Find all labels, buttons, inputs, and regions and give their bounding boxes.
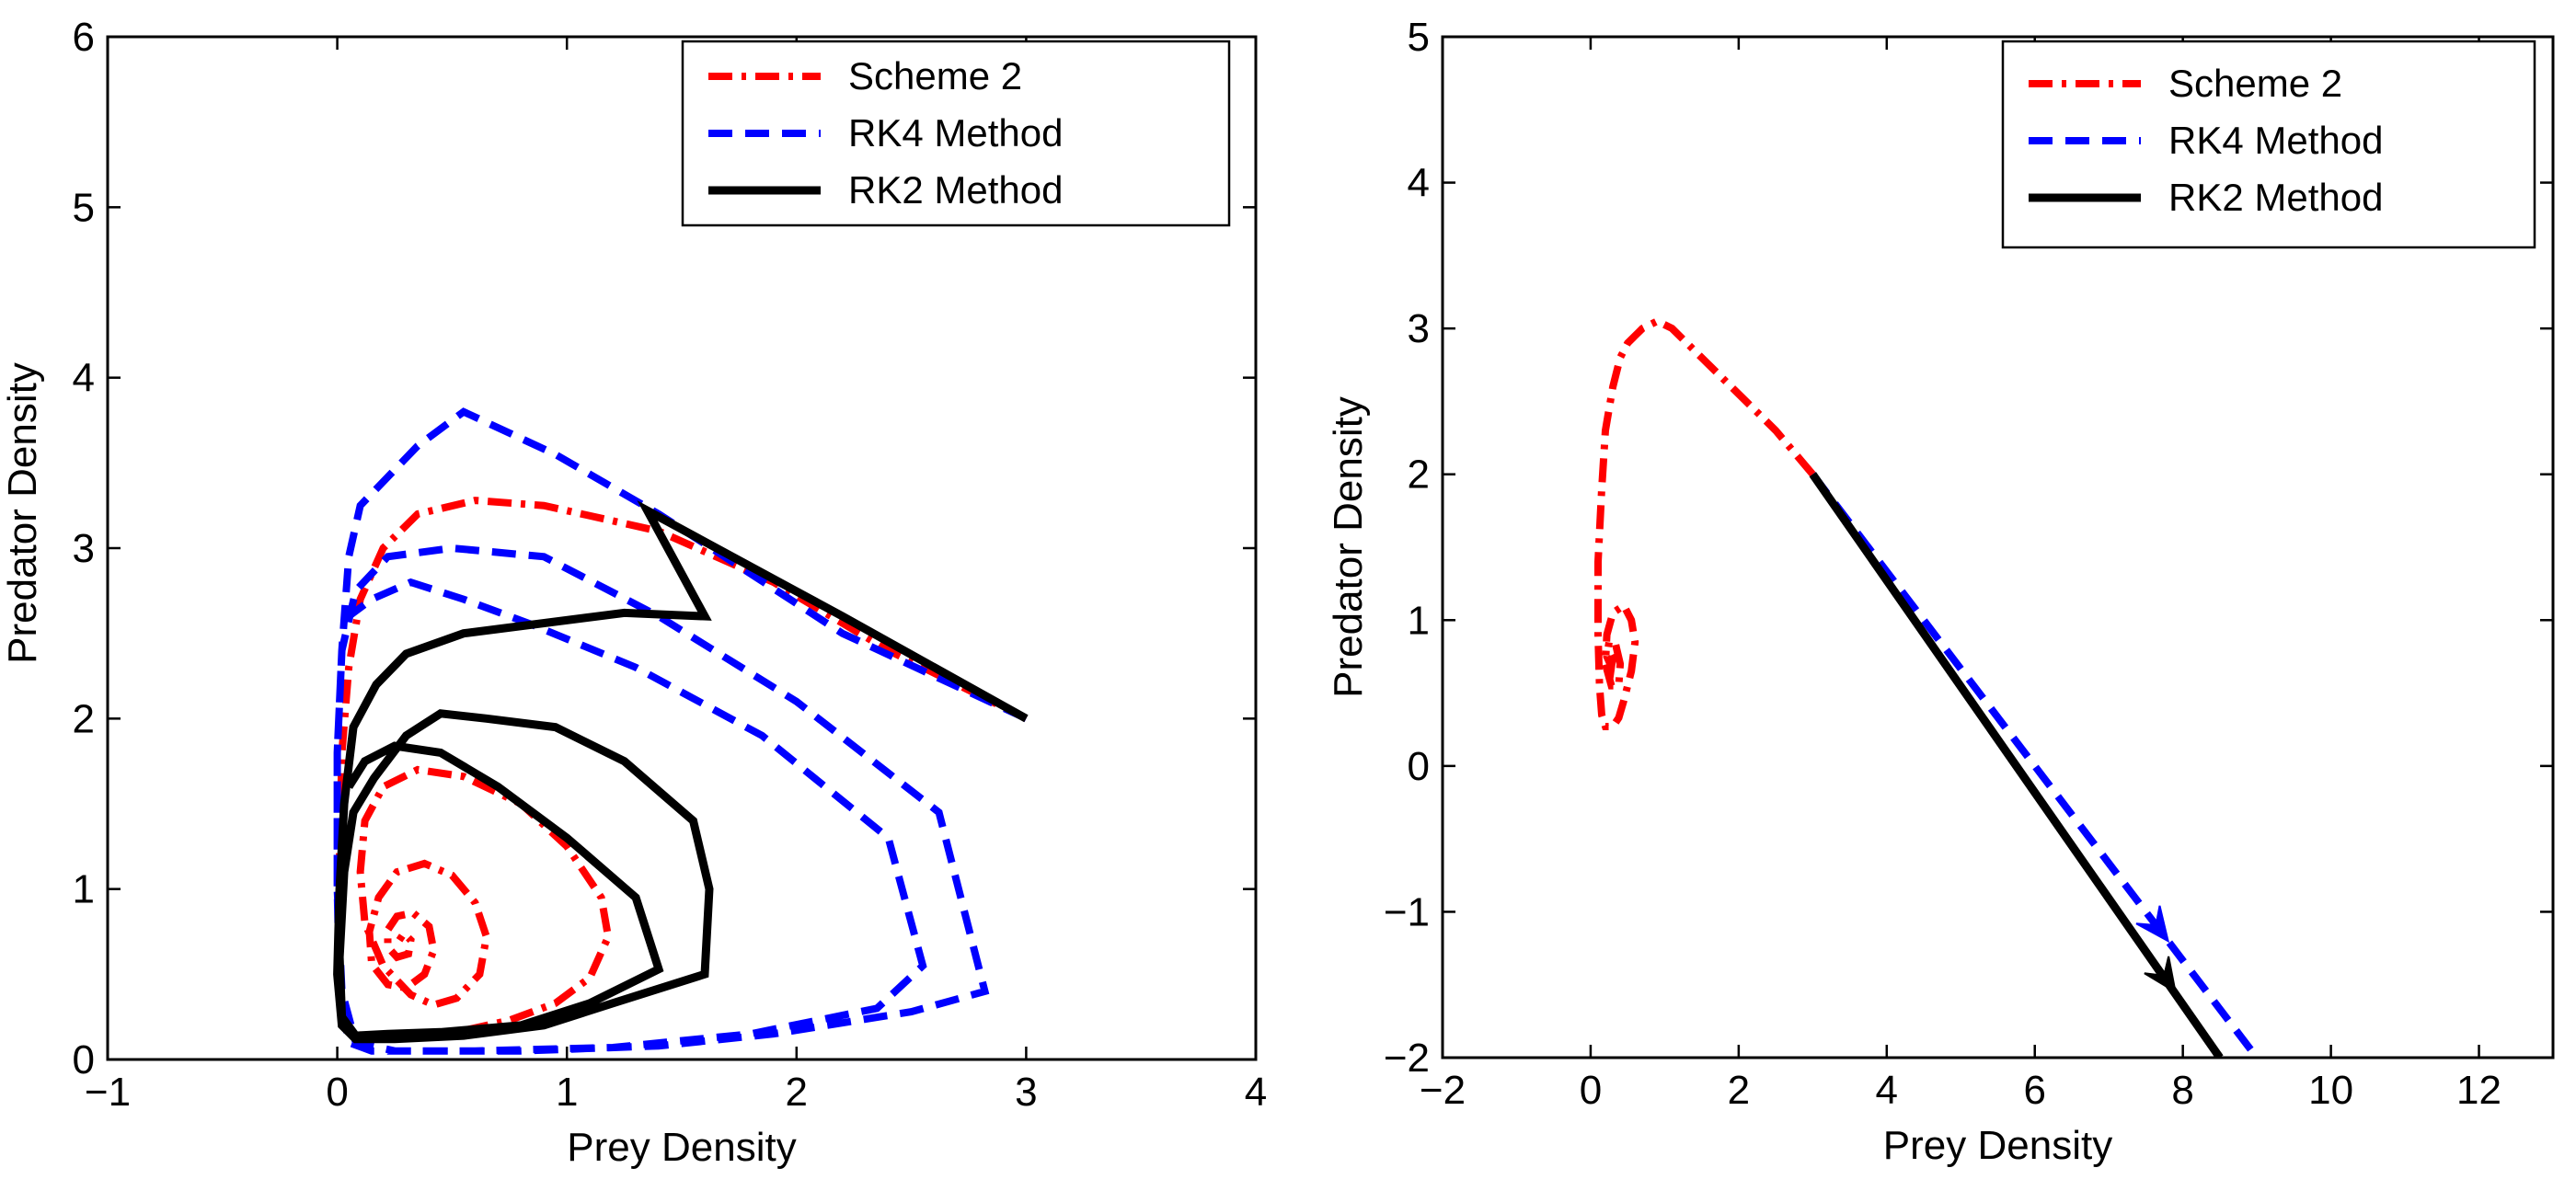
y-tick-label: −1 xyxy=(1384,889,1430,934)
y-axis-label: Predator Density xyxy=(1326,396,1371,698)
series-line-rk4-method xyxy=(1810,472,2260,1058)
y-tick-label: 5 xyxy=(73,185,95,230)
legend: Scheme 2 RK4 Method RK2 Method xyxy=(2001,40,2536,249)
x-tick-label: 2 xyxy=(786,1070,808,1115)
series-group xyxy=(333,407,1029,1055)
series-line-rk2-method xyxy=(1809,472,2224,1058)
x-tick-label: 8 xyxy=(2171,1068,2193,1113)
legend-entry: Scheme 2 xyxy=(2168,62,2342,105)
series-line-rk4-method xyxy=(333,407,1029,1055)
x-tick-label: 3 xyxy=(1015,1070,1037,1115)
x-tick-label: 2 xyxy=(1728,1068,1750,1113)
y-tick-label: 3 xyxy=(73,526,95,571)
y-tick-label: 2 xyxy=(73,696,95,741)
legend-frame xyxy=(681,40,1231,227)
series-line-scheme-2 xyxy=(336,497,1029,1041)
legend: Scheme 2 RK4 Method RK2 Method xyxy=(681,40,1231,227)
x-tick-label: 4 xyxy=(1876,1068,1898,1113)
axes-frame xyxy=(1441,35,2555,1059)
y-tick-label: 2 xyxy=(1408,452,1430,498)
x-axis-label: Prey Density xyxy=(567,1125,796,1170)
y-tick-label: −2 xyxy=(1384,1036,1430,1081)
y-tick-label: 3 xyxy=(1408,306,1430,351)
legend-entry: Scheme 2 xyxy=(848,54,1022,97)
y-tick-label: 4 xyxy=(73,356,95,401)
series-line-rk2-method xyxy=(333,500,1029,1044)
legend-entry: RK4 Method xyxy=(2168,119,2383,162)
x-axis-label: Prey Density xyxy=(1883,1123,2112,1168)
arrowhead-rk2-method xyxy=(2144,956,2178,994)
series-group xyxy=(1594,316,2260,1058)
y-tick-label: 6 xyxy=(73,15,95,60)
legend-entry: RK4 Method xyxy=(848,111,1063,155)
series-line-scheme-2 xyxy=(1594,316,1816,730)
arrowhead-rk4-method xyxy=(2135,905,2170,944)
y-tick-label: 1 xyxy=(1408,598,1430,643)
legend-entry: RK2 Method xyxy=(848,168,1063,212)
y-tick-label: 0 xyxy=(73,1037,95,1082)
x-tick-label: 12 xyxy=(2456,1068,2501,1113)
y-tick-label: 1 xyxy=(73,867,95,912)
y-tick-label: 0 xyxy=(1408,744,1430,789)
x-tick-label: 10 xyxy=(2308,1068,2353,1113)
x-tick-label: 1 xyxy=(556,1070,578,1115)
y-tick-label: 4 xyxy=(1408,161,1430,206)
legend-frame xyxy=(2001,40,2536,249)
x-tick-label: −2 xyxy=(1420,1068,1466,1113)
y-tick-label: 5 xyxy=(1408,15,1430,60)
y-axis-label: Predator Density xyxy=(0,362,45,664)
x-tick-label: 6 xyxy=(2023,1068,2045,1113)
x-tick-label: −1 xyxy=(85,1070,131,1115)
x-tick-label: 0 xyxy=(1580,1068,1602,1113)
legend-entry: RK2 Method xyxy=(2168,176,2383,219)
x-tick-label: 0 xyxy=(326,1070,348,1115)
x-tick-label: 4 xyxy=(1245,1070,1267,1115)
